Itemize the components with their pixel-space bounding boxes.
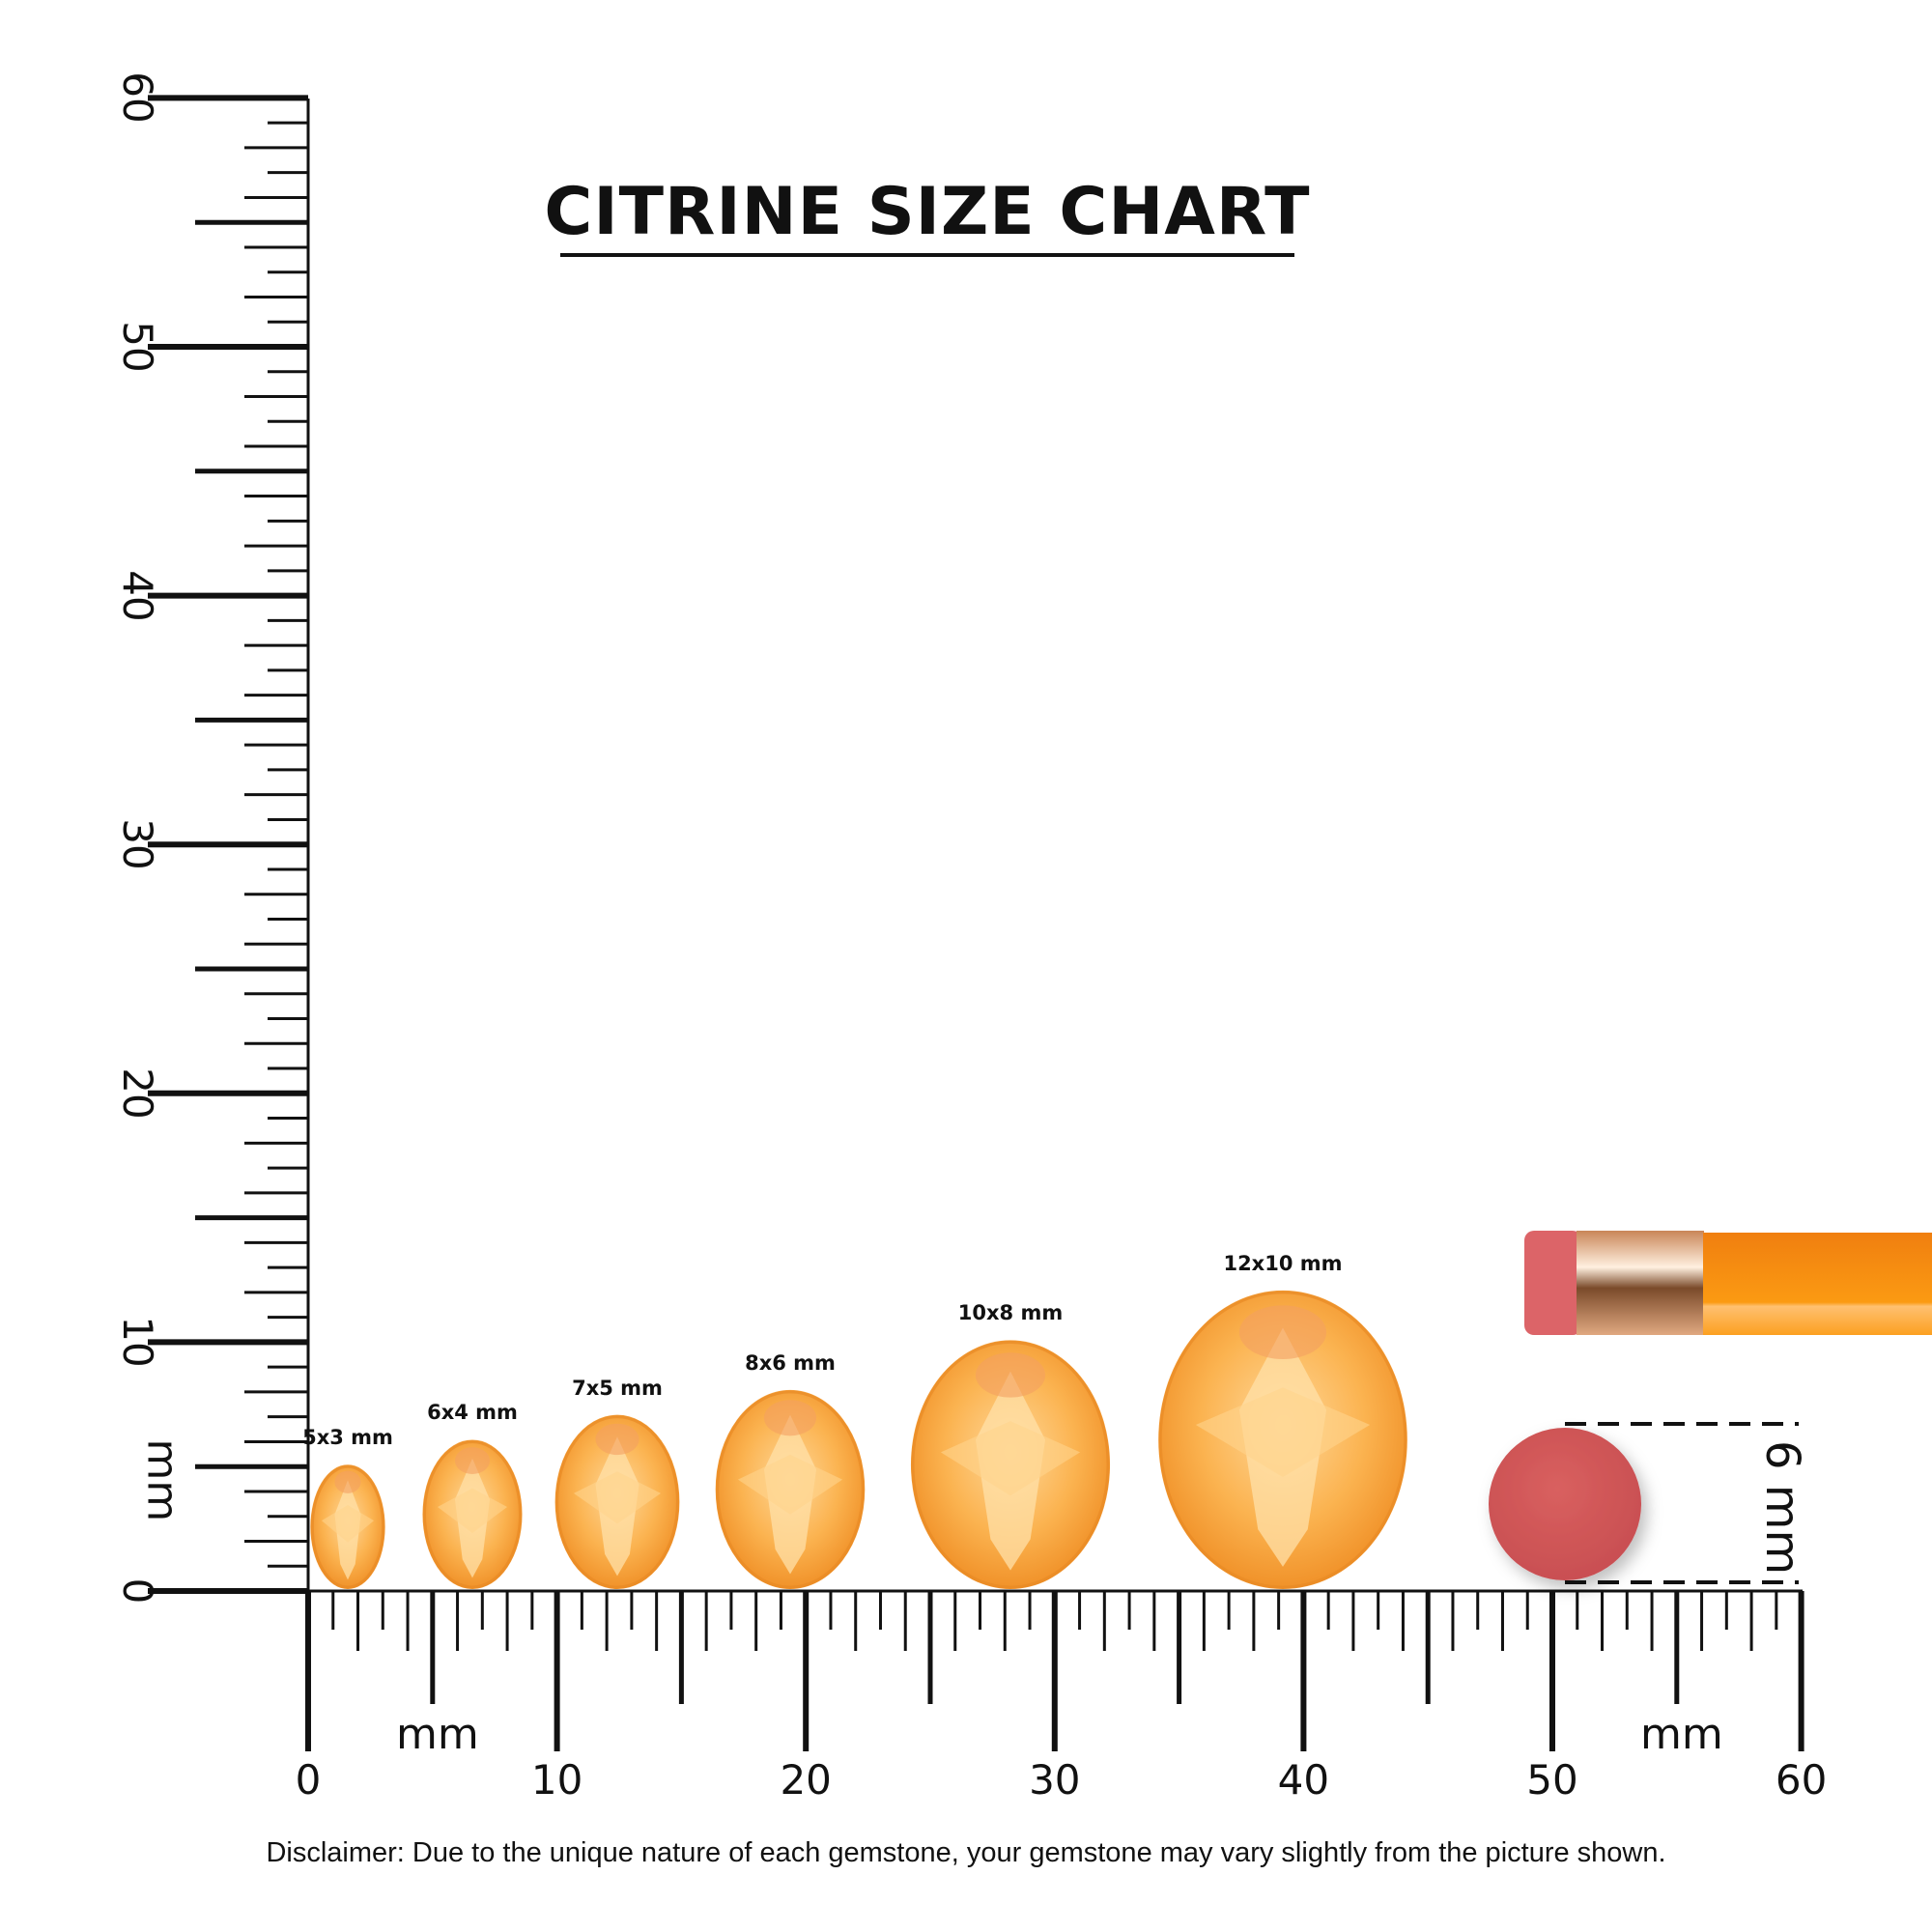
gem-girdle xyxy=(310,1464,385,1589)
pencil-body xyxy=(1703,1233,1932,1335)
gem-girdle xyxy=(422,1439,523,1589)
horizontal-ruler-label: 0 xyxy=(295,1756,322,1804)
gem-facet xyxy=(1238,1305,1327,1359)
horizontal-unit-label-right: mm xyxy=(1640,1710,1723,1759)
gem-facet xyxy=(573,1471,662,1524)
gem-girdle xyxy=(555,1415,679,1589)
gem-facet xyxy=(334,1470,361,1493)
gem-size-label: 5x3 mm xyxy=(302,1426,393,1450)
vertical-ruler-label: 30 xyxy=(114,818,161,870)
gem-8x6mm xyxy=(715,1389,866,1589)
gem-facet xyxy=(1195,1387,1371,1478)
gem-5x3mm xyxy=(310,1464,385,1589)
gem-facet xyxy=(940,1421,1081,1496)
gem-size-label: 10x8 mm xyxy=(957,1301,1064,1325)
vertical-ruler-label: 20 xyxy=(114,1067,161,1120)
vertical-ruler-label: 40 xyxy=(114,569,161,622)
vertical-ruler-label: 50 xyxy=(114,321,161,373)
gem-girdle xyxy=(1158,1291,1407,1589)
gem-facet xyxy=(454,1447,491,1474)
horizontal-ruler-label: 10 xyxy=(530,1756,583,1804)
gem-facet xyxy=(763,1400,817,1436)
eraser-size-label: 6 mm xyxy=(1755,1440,1809,1576)
pencil-eraser-tip xyxy=(1524,1231,1582,1335)
gem-7x5mm xyxy=(554,1414,680,1589)
gem-girdle xyxy=(716,1390,865,1589)
horizontal-ruler-label: 50 xyxy=(1526,1756,1578,1804)
horizontal-ruler-label: 60 xyxy=(1775,1756,1828,1804)
eraser-disc xyxy=(1489,1428,1641,1580)
page-title: CITRINE SIZE CHART xyxy=(544,174,1311,250)
gem-12x10mm xyxy=(1158,1290,1407,1589)
vertical-ruler-label: 0 xyxy=(114,1577,161,1605)
gem-size-label: 12x10 mm xyxy=(1223,1251,1343,1275)
pencil-ferrule xyxy=(1577,1231,1704,1335)
horizontal-ruler xyxy=(305,1589,1804,1751)
horizontal-ruler-label: 20 xyxy=(780,1756,832,1804)
gem-facet xyxy=(321,1505,375,1543)
gem-size-label: 8x6 mm xyxy=(745,1350,836,1375)
pencil xyxy=(1524,1231,1932,1335)
horizontal-unit-label-left: mm xyxy=(396,1710,479,1759)
horizontal-ruler-label: 30 xyxy=(1029,1756,1081,1804)
gem-size-label: 6x4 mm xyxy=(427,1401,518,1425)
horizontal-ruler-label: 40 xyxy=(1277,1756,1330,1804)
gem-6x4mm xyxy=(422,1439,523,1589)
gem-facet xyxy=(595,1423,639,1456)
eraser-reference xyxy=(1489,1422,1799,1584)
title-underline xyxy=(560,253,1294,257)
vertical-unit-label: mm xyxy=(137,1438,187,1522)
vertical-ruler xyxy=(148,95,310,1594)
gem-girdle xyxy=(911,1340,1110,1589)
disclaimer: Disclaimer: Due to the unique nature of … xyxy=(266,1837,1666,1868)
gem-10x8mm xyxy=(910,1340,1111,1589)
gem-facet xyxy=(437,1488,508,1534)
vertical-ruler-label: 60 xyxy=(114,71,161,125)
gem-row xyxy=(310,1290,1407,1589)
gem-facet xyxy=(737,1454,843,1515)
gem-facet xyxy=(975,1352,1046,1398)
gem-size-label: 7x5 mm xyxy=(572,1376,663,1400)
vertical-ruler-label: 10 xyxy=(114,1316,161,1369)
